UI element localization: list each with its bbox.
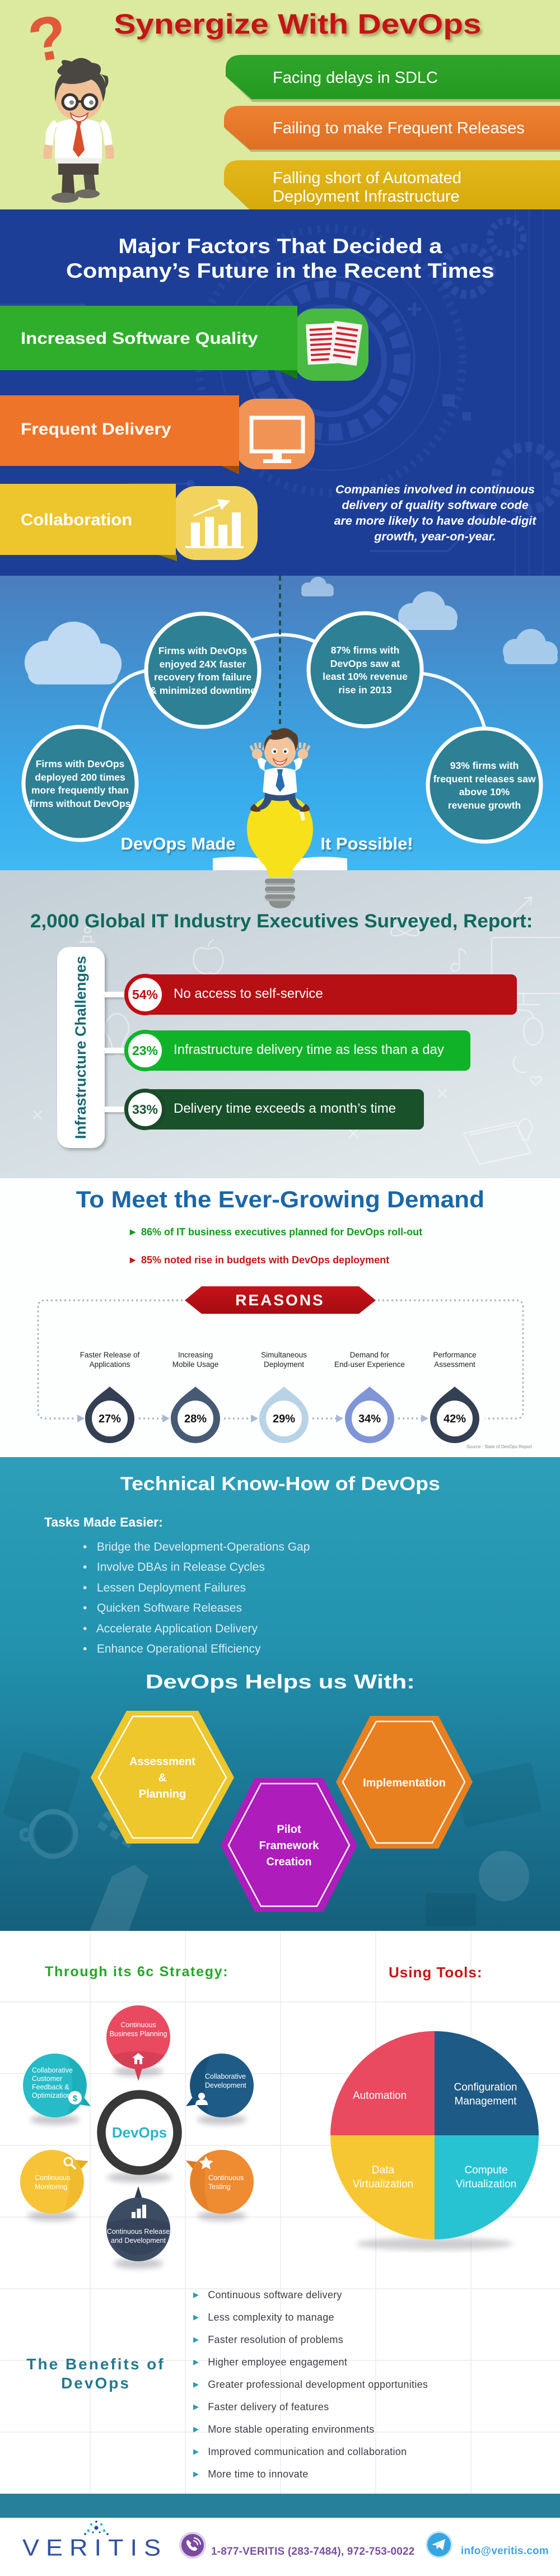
svg-text:Mobile Usage: Mobile Usage: [172, 1360, 219, 1369]
svg-text:Deployment: Deployment: [264, 1360, 304, 1369]
svg-text:Business Planning: Business Planning: [110, 2030, 167, 2038]
svg-text:Automation: Automation: [353, 2090, 407, 2102]
svg-text:Optimization: Optimization: [32, 2092, 71, 2099]
svg-text:Simultaneous: Simultaneous: [261, 1351, 307, 1359]
svg-text:Continuous Release: Continuous Release: [107, 2228, 170, 2236]
svg-text:Continuous: Continuous: [208, 2174, 244, 2182]
svg-text:Implementation: Implementation: [363, 1777, 446, 1789]
svg-text:Assessment: Assessment: [434, 1360, 475, 1369]
svg-text:Testing: Testing: [208, 2183, 231, 2191]
svg-text:Compute: Compute: [464, 2164, 507, 2176]
svg-text:34%: 34%: [358, 1413, 381, 1425]
svg-text:Continuous: Continuous: [35, 2174, 70, 2182]
svg-text:Framework: Framework: [259, 1840, 320, 1852]
svg-text:Management: Management: [455, 2096, 517, 2107]
svg-text:Applications: Applications: [90, 1360, 130, 1369]
svg-text:27%: 27%: [99, 1413, 121, 1425]
svg-text:Increasing: Increasing: [178, 1351, 213, 1359]
svg-text:Development: Development: [205, 2082, 246, 2089]
svg-text:Performance: Performance: [433, 1351, 476, 1359]
svg-text:29%: 29%: [273, 1413, 295, 1425]
svg-text:Virtualization: Virtualization: [353, 2178, 413, 2190]
svg-text:$: $: [73, 2094, 78, 2103]
svg-text:Demand for: Demand for: [350, 1351, 390, 1359]
svg-text:Assessment: Assessment: [129, 1756, 195, 1768]
svg-text:Data: Data: [372, 2164, 395, 2176]
svg-text:Creation: Creation: [266, 1856, 311, 1868]
svg-text:DevOps: DevOps: [112, 2124, 167, 2141]
svg-text:28%: 28%: [184, 1413, 207, 1425]
svg-text:Planning: Planning: [139, 1788, 186, 1800]
svg-text:Collaborative: Collaborative: [205, 2073, 246, 2080]
svg-text:REASONS: REASONS: [235, 1291, 324, 1309]
svg-text:Feedback &: Feedback &: [32, 2083, 69, 2091]
svg-text:Source : State of DevOps Repor: Source : State of DevOps Report: [466, 1444, 533, 1449]
svg-text:End-user Experience: End-user Experience: [334, 1360, 405, 1369]
svg-text:Pilot: Pilot: [277, 1823, 301, 1836]
svg-text:&: &: [158, 1772, 166, 1784]
svg-text:42%: 42%: [444, 1413, 466, 1425]
svg-text:Configuration: Configuration: [454, 2082, 517, 2093]
svg-text:Faster Release of: Faster Release of: [80, 1351, 140, 1359]
svg-text:Customer: Customer: [32, 2075, 62, 2083]
svg-text:Virtualization: Virtualization: [456, 2178, 516, 2190]
svg-text:Collaborative: Collaborative: [32, 2066, 73, 2074]
svg-text:and Development: and Development: [111, 2237, 166, 2244]
svg-text:Monitoring: Monitoring: [35, 2183, 67, 2191]
svg-text:Continuous: Continuous: [120, 2021, 156, 2029]
